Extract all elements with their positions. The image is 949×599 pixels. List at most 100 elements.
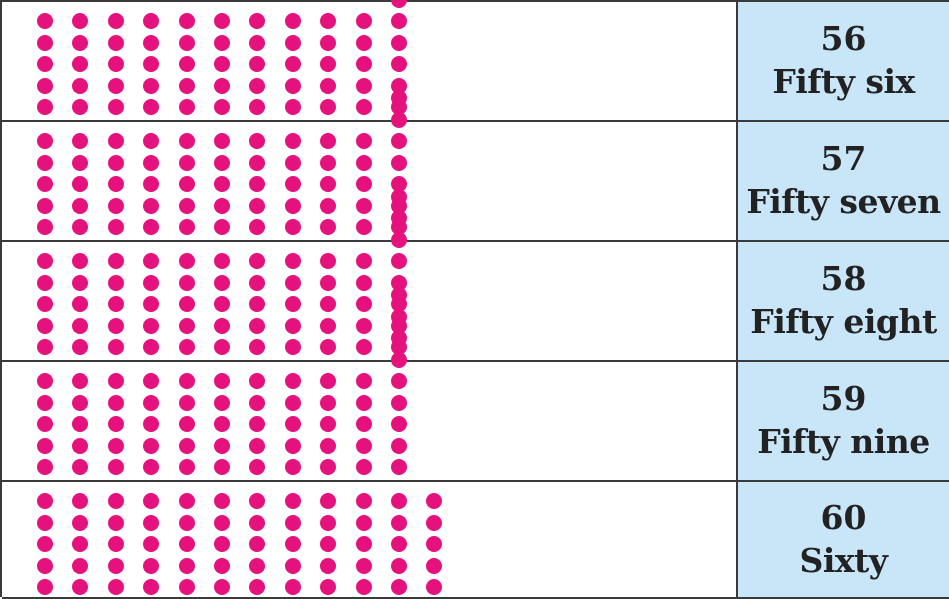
counting-dot (72, 296, 89, 312)
counting-dot (72, 459, 89, 475)
counting-dot (143, 536, 160, 552)
counting-dot (107, 154, 124, 171)
counting-dot (391, 579, 407, 595)
counting-dot (72, 579, 89, 595)
counting-dot (391, 557, 407, 574)
counting-dot (37, 459, 53, 475)
number-words: Fifty seven (746, 182, 941, 221)
counting-dot (391, 373, 407, 389)
number-numeral: 58 (820, 259, 867, 298)
counting-dot (107, 34, 124, 51)
counting-dot (72, 437, 89, 454)
counting-dot (320, 133, 337, 149)
counting-dot (72, 77, 89, 94)
counting-dot (426, 536, 443, 552)
counting-dot (320, 437, 337, 454)
counting-dot (426, 514, 443, 531)
counting-dot (37, 437, 53, 454)
counting-dot (214, 296, 230, 312)
counting-dot (249, 437, 266, 454)
counting-dot (355, 493, 372, 509)
counting-dot (320, 56, 337, 72)
counting-dot (178, 253, 195, 269)
counting-dot (249, 339, 266, 355)
counting-dot (391, 188, 407, 205)
counting-dot (143, 56, 160, 72)
counting-dot (37, 99, 53, 115)
counting-dot (355, 77, 372, 94)
counting-dot (284, 13, 301, 29)
counting-dot (249, 176, 266, 192)
counting-dot (320, 317, 337, 334)
counting-dot (249, 56, 266, 72)
counting-dot (178, 13, 195, 29)
counting-dot (355, 579, 372, 595)
counting-dot (72, 56, 89, 72)
counting-dot (391, 90, 407, 106)
counting-dot (284, 154, 301, 171)
counting-dot (391, 274, 407, 291)
number-label: 57 Fifty seven (736, 122, 949, 240)
counting-dot (355, 514, 372, 531)
counting-dot (391, 231, 407, 248)
counting-dot (355, 296, 372, 312)
counting-dot (178, 459, 195, 475)
counting-dot (284, 416, 301, 432)
counting-dot (107, 536, 124, 552)
counting-dot (214, 557, 230, 574)
counting-dot (355, 219, 372, 235)
counting-dot (355, 13, 372, 29)
counting-dot (320, 197, 337, 214)
counting-dot (391, 493, 407, 509)
counting-dot (178, 77, 195, 94)
counting-dot (249, 579, 266, 595)
counting-dot (249, 416, 266, 432)
counting-dot (214, 274, 230, 291)
counting-dot (320, 253, 337, 269)
counting-dot (320, 13, 337, 29)
counting-dot (391, 154, 407, 171)
counting-dot (143, 514, 160, 531)
counting-dot (143, 416, 160, 432)
counting-dot (355, 197, 372, 214)
counting-dot (143, 133, 160, 149)
counting-dot (37, 416, 53, 432)
counting-dot (72, 557, 89, 574)
counting-dot (37, 579, 53, 595)
counting-dot (214, 339, 230, 355)
counting-dot (284, 579, 301, 595)
counting-dot (143, 197, 160, 214)
counting-dot (107, 253, 124, 269)
counting-dot (178, 317, 195, 334)
counting-dot (391, 0, 407, 8)
counting-dot (143, 437, 160, 454)
counting-dot (320, 373, 337, 389)
counting-dot (391, 253, 407, 269)
counting-dot (249, 514, 266, 531)
counting-dot (107, 99, 124, 115)
counting-dot (178, 514, 195, 531)
counting-dot (355, 154, 372, 171)
counting-dot (249, 219, 266, 235)
counting-dot (214, 373, 230, 389)
counting-dot (143, 13, 160, 29)
number-words: Sixty (799, 540, 888, 580)
counting-dot (355, 437, 372, 454)
counting-dot (178, 219, 195, 235)
counting-dot (391, 34, 407, 51)
counting-dot (72, 536, 89, 552)
counting-dot (249, 493, 266, 509)
counting-dot (72, 493, 89, 509)
counting-dot (320, 459, 337, 475)
counting-dot (391, 308, 407, 325)
counting-dot (355, 459, 372, 475)
counting-dot (284, 253, 301, 269)
table-row: 56 Fifty six (2, 0, 949, 122)
counting-dot (178, 176, 195, 192)
counting-dot (284, 514, 301, 531)
counting-dot (284, 99, 301, 115)
counting-dot (178, 579, 195, 595)
counting-dot (284, 219, 301, 235)
counting-dot (107, 493, 124, 509)
counting-dot (426, 557, 443, 574)
